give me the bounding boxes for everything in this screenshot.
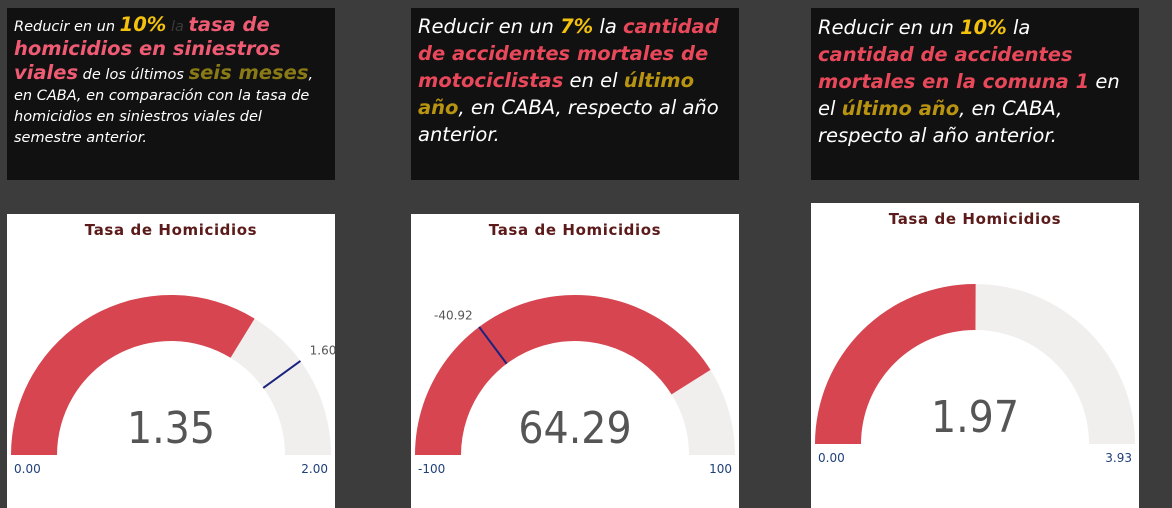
kpi-3-topic: cantidad de accidentes mortales en la co…: [818, 43, 1090, 93]
gauge-max-label: 100: [709, 462, 732, 476]
kpi-2-text-d: , en CABA, respecto al año anterior.: [418, 96, 719, 146]
kpi-3-text-b: la: [1006, 16, 1031, 39]
kpi-1-text-b: la: [166, 19, 189, 35]
kpi-1-text-d: , en CABA, en comparación con la tasa de…: [14, 67, 314, 146]
gauge-2-title: Tasa de Homicidios: [488, 221, 662, 239]
kpi-2-text-a: Reducir en un: [418, 15, 561, 38]
gauge-2-chart: -40.92 64.29 -100 100: [415, 295, 735, 476]
gauge-target-label: -40.92: [434, 309, 473, 323]
gauge-target-marker: [478, 326, 508, 365]
gauge-value-label: 64.29: [518, 403, 631, 454]
kpi-card-2: Reducir en un 7% la cantidad de accident…: [411, 8, 739, 180]
kpi-2-topic: cantidad de accidentes mortales de motoc…: [418, 15, 719, 92]
gauge-3-title: Tasa de Homicidios: [888, 210, 1062, 228]
kpi-1-period: seis meses: [188, 61, 309, 84]
kpi-3-period: último año: [841, 97, 960, 120]
kpi-3-text-c: en el: [818, 70, 1120, 120]
gauge-card-2[interactable]: Tasa de Homicidios -40.92 64.29 -100 100: [411, 214, 739, 508]
gauge-value-arc: [11, 295, 255, 455]
gauge-target-label: 1.60: [310, 344, 335, 358]
kpi-3-text-a: Reducir en un: [818, 16, 961, 39]
gauge-value-arc: [815, 284, 976, 444]
gauge-1-title: Tasa de Homicidios: [84, 221, 258, 239]
kpi-1-text-c: de los últimos: [78, 67, 189, 83]
gauge-card-1[interactable]: Tasa de Homicidios 1.60 1.35 0.00 2.00: [7, 214, 335, 508]
kpi-2-text-c: en el: [563, 69, 624, 92]
gauge-value-label: 1.35: [127, 403, 215, 454]
kpi-2-percent: 7%: [560, 15, 594, 38]
gauge-value-arc: [415, 295, 711, 455]
gauge-3-chart: 1.97 0.00 3.93: [815, 284, 1135, 465]
gauge-1-chart: 1.60 1.35 0.00 2.00: [11, 295, 335, 476]
kpi-3-text-d: , en CABA, respecto al año anterior.: [818, 97, 1063, 147]
gauge-min-label: 0.00: [818, 451, 845, 465]
kpi-3-percent: 10%: [960, 16, 1007, 39]
gauge-card-3[interactable]: Tasa de Homicidios 1.97 0.00 3.93: [811, 203, 1139, 508]
kpi-card-3: Reducir en un 10% la cantidad de acciden…: [811, 8, 1139, 180]
kpi-card-1: Reducir en un 10% la tasa de homicidios …: [7, 8, 335, 180]
kpi-2-text-b: la: [593, 15, 623, 38]
gauge-value-label: 1.97: [931, 392, 1019, 443]
kpi-1-topic: tasa de homicidios en siniestros viales: [14, 13, 281, 84]
gauge-min-label: -100: [418, 462, 445, 476]
gauge-min-label: 0.00: [14, 462, 41, 476]
gauge-max-label: 2.00: [301, 462, 328, 476]
gauge-target-marker: [262, 360, 302, 389]
kpi-1-percent: 10%: [119, 13, 167, 36]
kpi-1-text-a: Reducir en un: [14, 19, 120, 35]
kpi-2-period: último año: [418, 69, 694, 119]
gauge-max-label: 3.93: [1105, 451, 1132, 465]
